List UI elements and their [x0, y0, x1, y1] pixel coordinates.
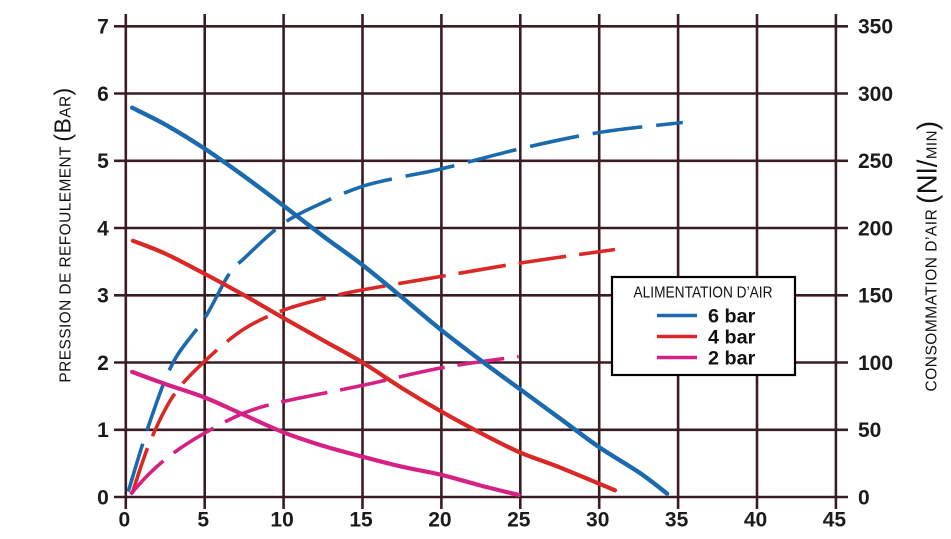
svg-text:7: 7 [97, 16, 109, 39]
svg-text:6 bar: 6 bar [708, 305, 756, 327]
svg-text:6: 6 [97, 83, 109, 106]
svg-text:0: 0 [118, 509, 130, 532]
svg-text:10: 10 [270, 509, 293, 532]
svg-text:5: 5 [197, 509, 209, 532]
svg-text:4: 4 [97, 217, 109, 240]
svg-text:35: 35 [665, 509, 689, 532]
svg-text:200: 200 [858, 217, 893, 240]
svg-text:300: 300 [858, 83, 893, 106]
svg-text:CONSOMMATION D’AIR (Nl/MIN): CONSOMMATION D’AIR (Nl/MIN) [912, 121, 943, 392]
svg-text:2 bar: 2 bar [708, 347, 756, 369]
svg-text:30: 30 [586, 509, 609, 532]
svg-text:350: 350 [858, 16, 893, 39]
svg-text:4 bar: 4 bar [708, 326, 756, 348]
svg-text:3: 3 [97, 285, 109, 308]
svg-text:20: 20 [428, 509, 451, 532]
svg-text:1: 1 [97, 419, 109, 442]
svg-text:2: 2 [97, 352, 109, 375]
svg-text:100: 100 [858, 352, 893, 375]
svg-text:ALIMENTATION D’AIR: ALIMENTATION D’AIR [634, 285, 773, 302]
svg-text:0: 0 [97, 486, 109, 509]
svg-text:50: 50 [858, 419, 881, 442]
svg-text:25: 25 [507, 509, 531, 532]
svg-text:250: 250 [858, 150, 893, 173]
svg-text:150: 150 [858, 285, 893, 308]
svg-text:15: 15 [349, 509, 373, 532]
svg-text:45: 45 [823, 509, 847, 532]
svg-text:40: 40 [744, 509, 767, 532]
svg-text:0: 0 [858, 486, 870, 509]
svg-text:5: 5 [97, 150, 109, 173]
